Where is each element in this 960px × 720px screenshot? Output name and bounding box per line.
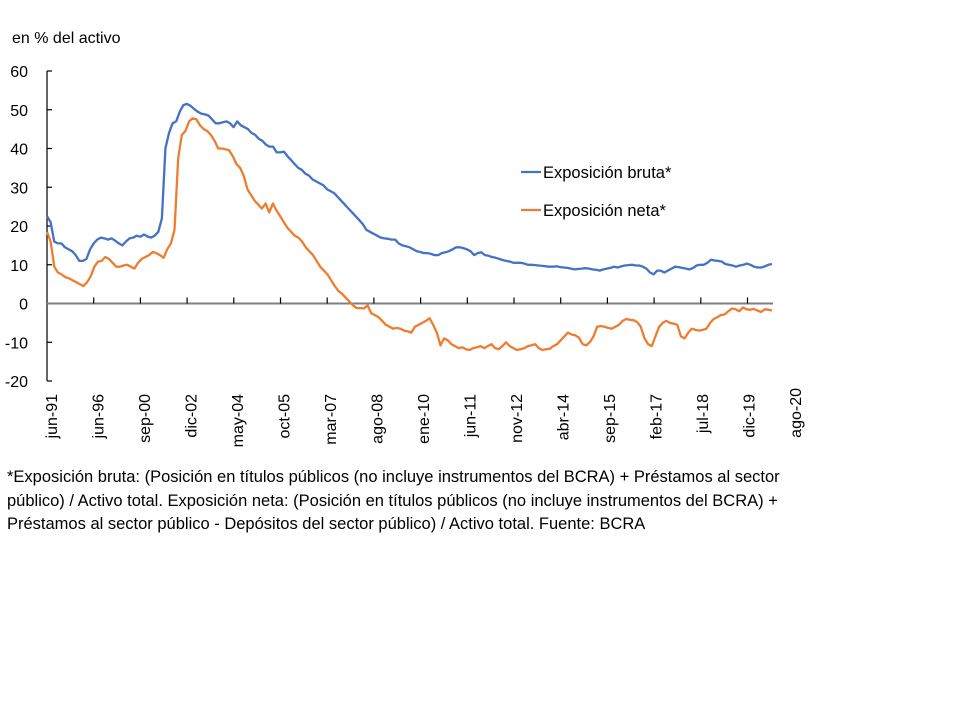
footnote: *Exposición bruta: (Posición en títulos … — [7, 468, 780, 533]
y-tick-label: 60 — [10, 64, 28, 81]
x-tick-label: ene-10 — [416, 394, 433, 444]
x-tick-label: sep-00 — [137, 394, 154, 443]
y-tick-label: 40 — [10, 142, 28, 159]
x-tick-label: may-04 — [230, 394, 247, 447]
y-tick-label: 20 — [10, 219, 28, 236]
x-tick-label: dic-19 — [742, 394, 759, 438]
x-tick-label: feb-17 — [649, 394, 666, 439]
legend: Exposición bruta* Exposición neta* — [521, 164, 672, 220]
x-tick-label: nov-12 — [509, 394, 526, 443]
series-line-exposicion-bruta — [46, 102, 773, 276]
series-layer — [45, 102, 773, 352]
x-tick-label: jun-11 — [463, 394, 480, 438]
y-tick-label: -10 — [5, 335, 28, 352]
y-tick-label: -20 — [5, 374, 28, 391]
y-axis: 60 50 40 30 20 10 0 -10 -20 — [5, 64, 52, 391]
x-tick-label: jul-18 — [695, 394, 712, 434]
x-tick-label: jun-96 — [91, 394, 108, 440]
x-tick-label: ago-20 — [788, 388, 805, 438]
y-tick-label: 30 — [10, 180, 28, 197]
series-line-exposicion-neta — [45, 117, 773, 352]
x-tick-label: abr-14 — [556, 394, 573, 440]
x-tick-label: sep-15 — [602, 394, 619, 443]
y-tick-label: 0 — [19, 297, 28, 314]
x-tick-label: mar-07 — [323, 394, 340, 445]
x-tick-label: ago-08 — [370, 394, 387, 444]
y-axis-unit-label: en % del activo — [12, 30, 121, 47]
y-tick-label: 50 — [10, 103, 28, 120]
x-tick-label: jun-91 — [44, 394, 61, 440]
legend-label: Exposición neta* — [543, 202, 666, 220]
y-tick-label: 10 — [10, 258, 28, 275]
x-tick-label: oct-05 — [277, 394, 294, 439]
x-tick-label: dic-02 — [184, 394, 201, 438]
x-axis: jun-91 jun-96 sep-00 dic-02 may-04 oct-05 mar-… — [44, 297, 805, 447]
legend-label: Exposición bruta* — [543, 164, 672, 182]
